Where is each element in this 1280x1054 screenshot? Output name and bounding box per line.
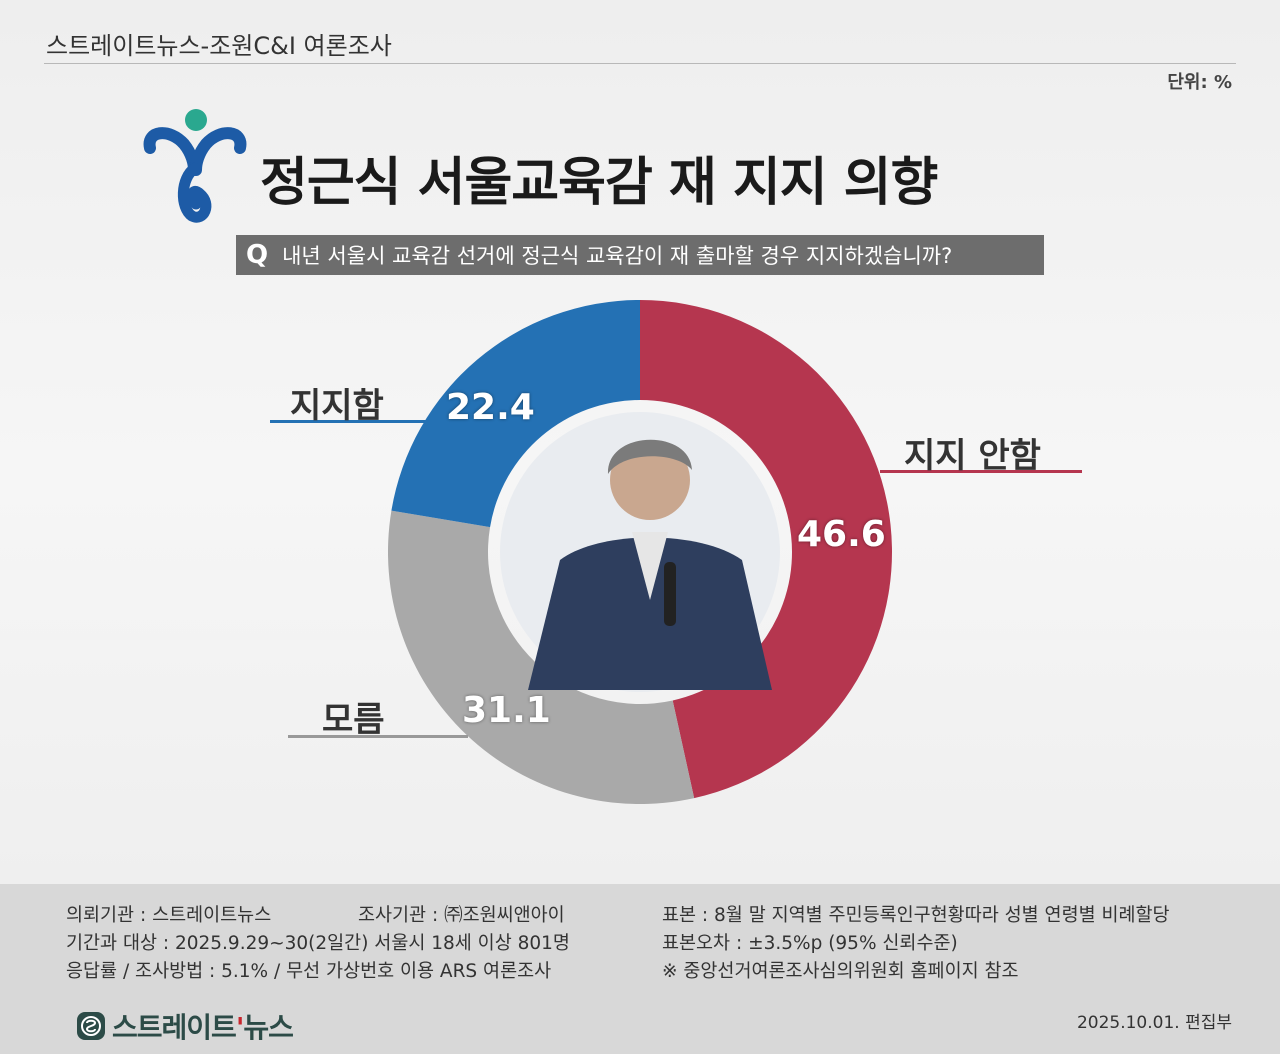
category-label-supporting: 지지함 <box>290 386 384 426</box>
photo-shirt <box>632 532 668 600</box>
logo-stem <box>177 162 212 223</box>
brand-logo: 스트레이트'뉴스 <box>76 1006 294 1046</box>
footer-period: 기간과 대상 : 2025.9.29~30(2일간) 서울시 18세 이상 80… <box>66 933 570 954</box>
question-box: Q 내년 서울시 교육감 선거에 정근식 교육감이 재 출마할 경우 지지하겠습… <box>236 235 1044 275</box>
donut-slices <box>388 300 893 804</box>
center-photo <box>500 412 780 692</box>
footer-client: 의뢰기관 : 스트레이트뉴스 <box>66 905 272 926</box>
brand-name: 스트레이트'뉴스 <box>112 1006 294 1046</box>
survey-info-panel: 의뢰기관 : 스트레이트뉴스 조사기관 : ㈜조원씨앤아이 표본 : 8월 말 … <box>0 884 1280 1054</box>
footer-sample: 표본 : 8월 말 지역별 주민등록인구현황따라 성별 연령별 비례할당 <box>662 905 1170 926</box>
footer-error: 표본오차 : ±3.5%p (95% 신뢰수준) <box>662 933 958 954</box>
donut-slice-unknown <box>388 510 695 804</box>
logo-dot <box>185 109 207 131</box>
category-label-unknown: 모름 <box>322 700 385 740</box>
header-title: 스트레이트뉴스-조원C&I 여론조사 <box>46 32 392 60</box>
question-badge: Q <box>246 240 269 270</box>
leader-line-unknown <box>288 735 468 738</box>
footer-agency: 조사기관 : ㈜조원씨앤아이 <box>358 905 565 926</box>
donut-slice-not-supporting <box>640 300 893 799</box>
unit-label: 단위: % <box>1167 72 1232 93</box>
donut-chart <box>388 300 893 804</box>
seoul-education-logo <box>143 109 247 223</box>
leader-line-not-supporting <box>880 470 1082 473</box>
value-label-not-supporting: 46.6 <box>797 514 886 555</box>
brand-name-main: 스트레이트 <box>112 1011 237 1044</box>
brand-icon <box>77 1012 105 1040</box>
category-label-not-supporting: 지지 안함 <box>904 436 1041 476</box>
photo-head <box>610 440 690 520</box>
photo-body <box>528 537 772 690</box>
footer-method: 응답률 / 조사방법 : 5.1% / 무선 가상번호 이용 ARS 여론조사 <box>66 961 552 982</box>
leader-line-supporting <box>270 420 430 423</box>
chart-title: 정근식 서울교육감 재 지지 의향 <box>260 153 938 213</box>
publish-date: 2025.10.01. 편집부 <box>1076 1013 1232 1033</box>
photo-microphone <box>664 562 676 626</box>
brand-name-tail: 뉴스 <box>243 1011 294 1044</box>
photo-hair <box>607 439 692 474</box>
value-label-unknown: 31.1 <box>462 690 551 731</box>
brand-accent-mark: ' <box>235 1011 245 1044</box>
header-divider <box>44 63 1236 64</box>
question-text: 내년 서울시 교육감 선거에 정근식 교육감이 재 출마할 경우 지지하겠습니까… <box>282 244 953 268</box>
donut-slice-supporting <box>391 300 640 528</box>
footer-note: ※ 중앙선거여론조사심의위원회 홈페이지 참조 <box>662 961 1019 982</box>
value-label-supporting: 22.4 <box>446 387 535 428</box>
